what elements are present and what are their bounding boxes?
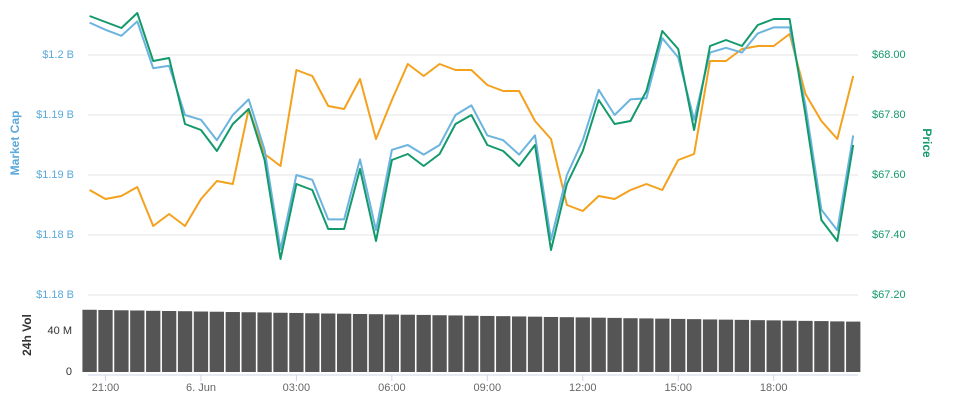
x-tick-label: 06:00 xyxy=(378,382,406,394)
volume-bar xyxy=(384,314,400,372)
volume-bar xyxy=(798,320,813,372)
volume-bar xyxy=(464,315,479,372)
y-tick-label: $1.19 B xyxy=(36,109,74,121)
volume-bar xyxy=(814,321,829,372)
volume-bar xyxy=(496,316,511,372)
volume-bar xyxy=(289,312,304,372)
volume-bar xyxy=(607,317,622,372)
volume-bar xyxy=(82,309,97,372)
volume-bar xyxy=(257,312,272,372)
volume-bar xyxy=(321,313,336,372)
volume-bar xyxy=(686,319,702,372)
x-tick-label: 09:00 xyxy=(474,382,502,394)
volume-axis-title: 24h Vol xyxy=(20,314,34,356)
y2-axis-title: Price xyxy=(920,128,934,158)
volume-bar xyxy=(241,312,256,372)
series-line xyxy=(89,20,855,251)
volume-bar xyxy=(177,311,193,372)
volume-tick-label: 40 M xyxy=(48,325,72,337)
volume-bar xyxy=(766,320,781,372)
y-tick-label: $1.2 B xyxy=(42,49,74,61)
y2-tick-label: $68.00 xyxy=(872,49,906,61)
volume-bar xyxy=(368,314,384,372)
volume-bar xyxy=(718,319,734,372)
volume-bar xyxy=(161,311,177,372)
y-tick-label: $1.18 B xyxy=(36,289,74,301)
volume-bar xyxy=(400,314,415,372)
volume-tick-label: 0 xyxy=(66,366,72,378)
volume-bar xyxy=(114,310,129,372)
volume-bar xyxy=(671,318,686,372)
volume-bar xyxy=(511,316,527,372)
volume-bar xyxy=(543,316,559,372)
volume-bar xyxy=(305,313,320,372)
y2-tick-label: $67.40 xyxy=(872,229,906,241)
volume-bar xyxy=(432,315,447,372)
volume-bar xyxy=(193,311,209,372)
volume-bar xyxy=(225,312,240,372)
volume-bar xyxy=(655,318,670,372)
x-tick-label: 15:00 xyxy=(664,382,692,394)
y2-tick-label: $67.60 xyxy=(872,169,906,181)
volume-bar xyxy=(146,310,161,372)
y2-tick-label: $67.80 xyxy=(872,109,906,121)
x-tick-label: 6. Jun xyxy=(186,382,216,394)
volume-bar xyxy=(750,320,765,372)
series-line xyxy=(89,12,855,260)
volume-bar xyxy=(846,321,861,372)
volume-bar xyxy=(480,315,495,372)
y-axis-title: Market Cap xyxy=(8,111,22,176)
volume-bar xyxy=(98,309,113,372)
volume-bar xyxy=(130,310,145,372)
x-tick-label: 18:00 xyxy=(760,382,788,394)
volume-bar xyxy=(591,317,606,372)
volume-bar xyxy=(416,314,431,372)
volume-bar xyxy=(273,312,288,372)
volume-bar xyxy=(448,315,463,372)
volume-bar xyxy=(559,317,575,372)
volume-bar xyxy=(734,319,750,372)
x-tick-label: 12:00 xyxy=(569,382,597,394)
volume-bar xyxy=(209,311,225,372)
volume-bar xyxy=(639,318,654,372)
y2-tick-label: $67.20 xyxy=(872,289,906,301)
volume-bar xyxy=(782,320,797,372)
y-tick-label: $1.18 B xyxy=(36,229,74,241)
volume-bar xyxy=(527,316,543,372)
volume-bar xyxy=(575,317,590,372)
volume-bar xyxy=(830,321,845,372)
series-line xyxy=(89,33,855,227)
volume-bar xyxy=(623,318,638,372)
x-tick-label: 03:00 xyxy=(283,382,311,394)
y-tick-label: $1.19 B xyxy=(36,169,74,181)
volume-bar xyxy=(352,313,368,372)
volume-bar xyxy=(702,319,718,372)
volume-bar xyxy=(336,313,352,372)
x-tick-label: 21:00 xyxy=(92,382,120,394)
